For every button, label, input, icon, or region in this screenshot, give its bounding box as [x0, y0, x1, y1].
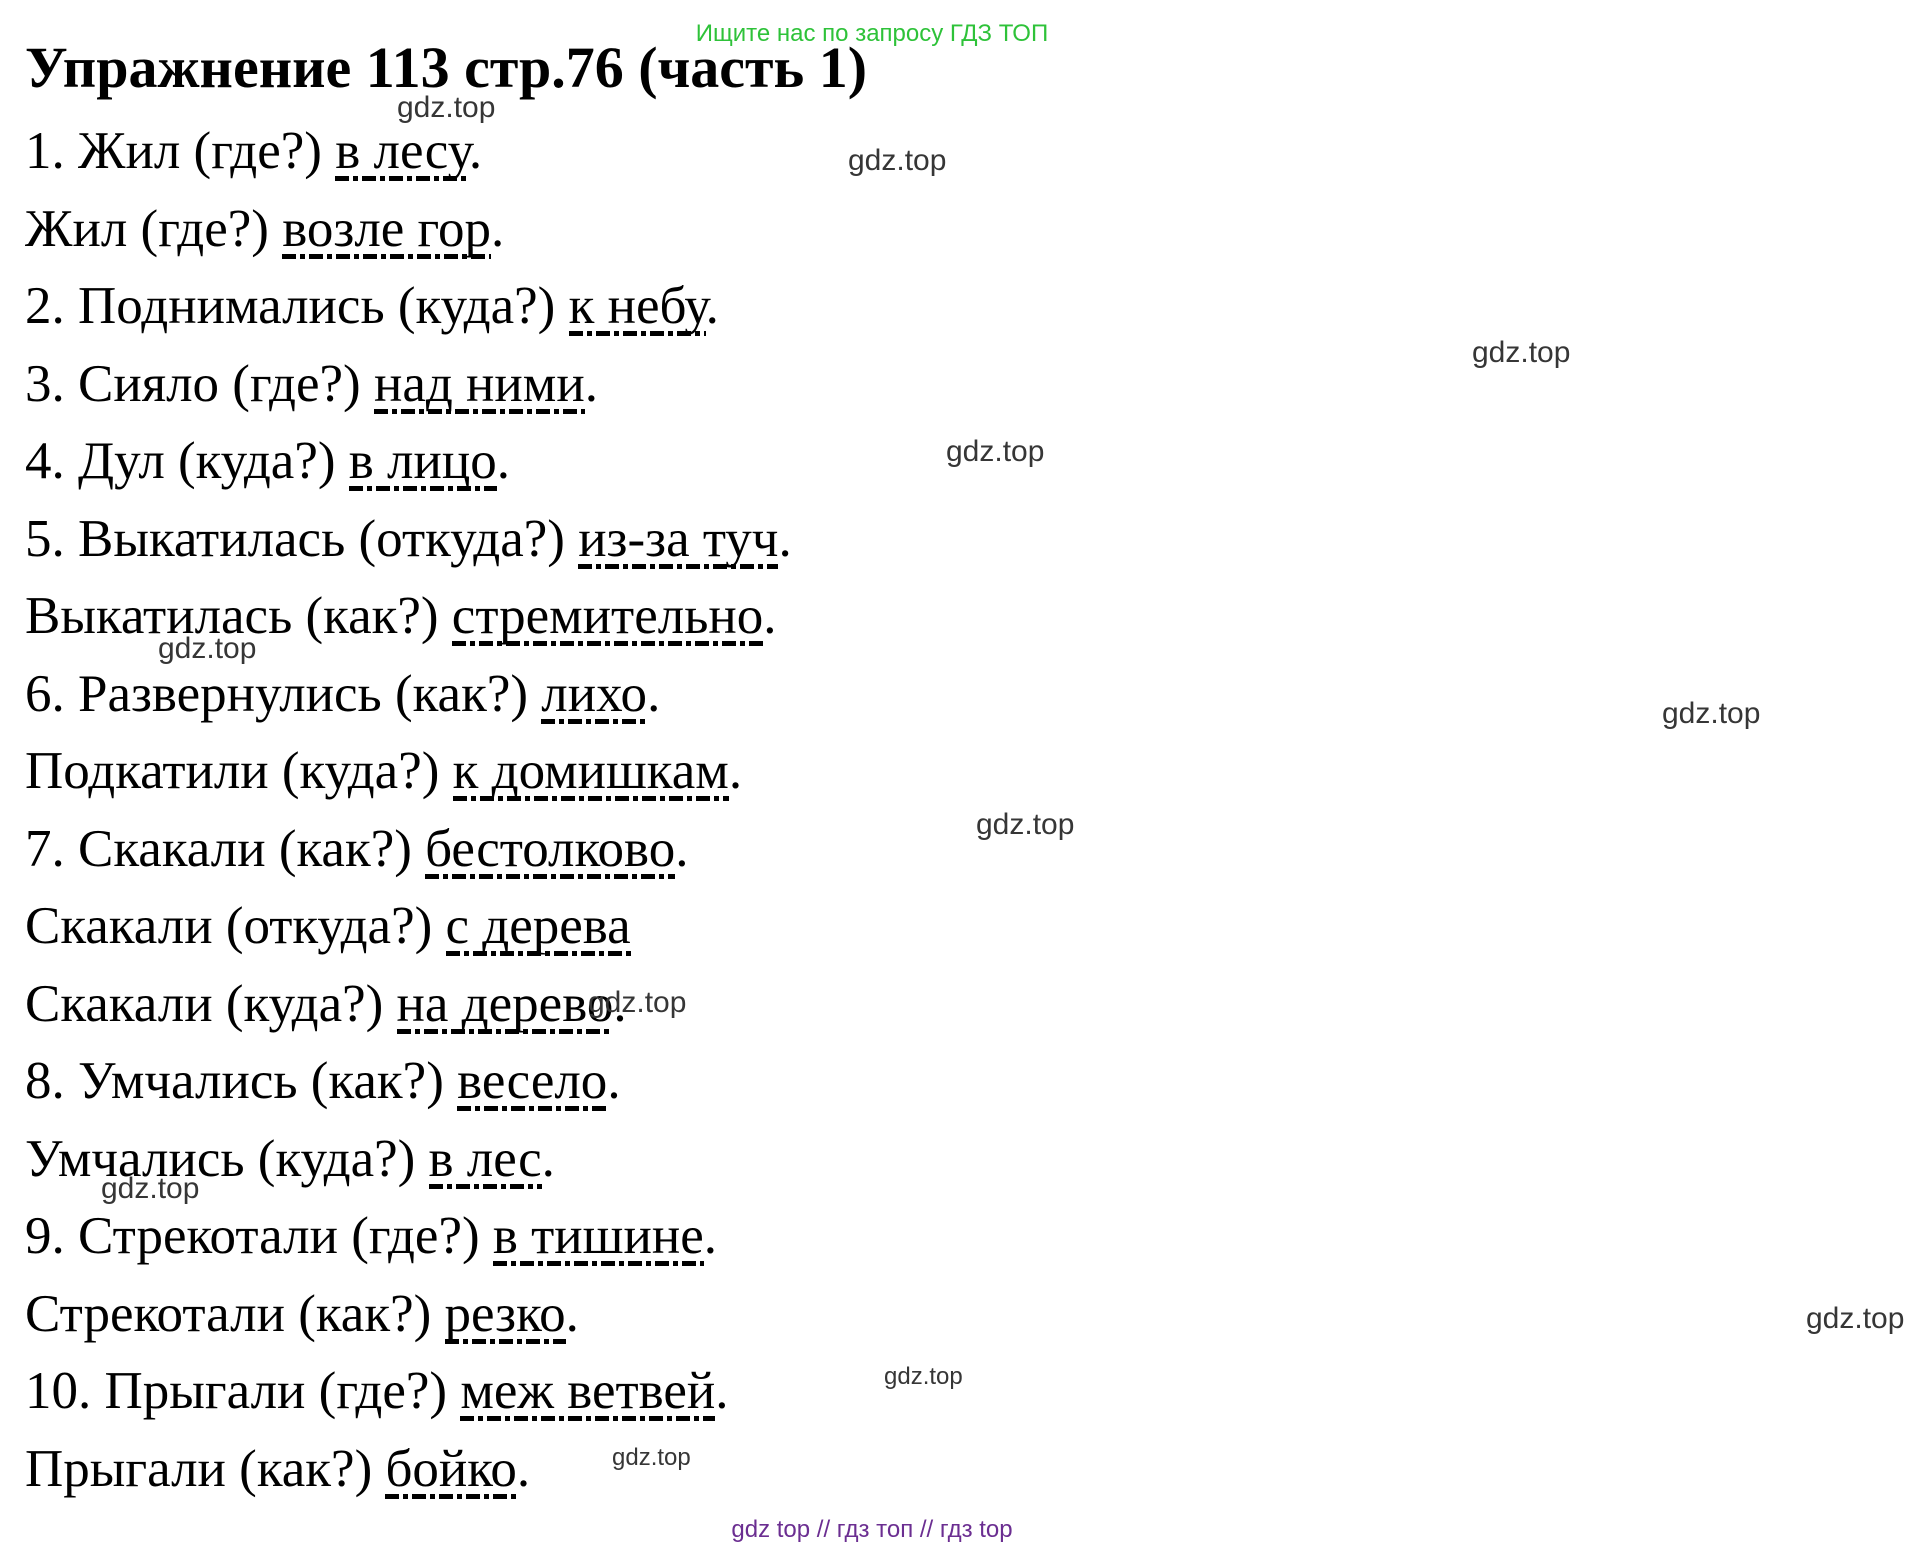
line-text: Прыгали (как?): [25, 1439, 386, 1498]
watermark-text: gdz.top: [158, 632, 257, 665]
line-text: Скакали (откуда?): [25, 897, 446, 955]
promo-banner-text: Ищите нас по запросу ГДЗ ТОП: [695, 20, 1049, 47]
adverbial-phrase-underlined: лихо: [541, 664, 648, 724]
answer-line: Скакали (откуда?) с дерева: [25, 888, 792, 966]
watermark-text: gdz.top: [1472, 336, 1571, 369]
line-punctuation: .: [584, 354, 598, 413]
answer-line: 9. Стрекотали (где?) в тишине.: [25, 1198, 792, 1276]
watermark-text: gdz.top: [101, 1172, 200, 1205]
watermark-text: gdz.top: [1806, 1302, 1905, 1335]
exercise-answer-list: 1. Жил (где?) в лесу. Жил (где?) возле го…: [25, 113, 792, 1508]
answer-line: Умчались (куда?) в лес.: [25, 1121, 792, 1199]
line-text: 7. Скакали (как?): [25, 819, 426, 878]
adverbial-phrase-underlined: в лесу: [335, 122, 469, 181]
adverbial-phrase-underlined: в лицо: [348, 432, 497, 491]
line-text: 6. Развернулись (как?): [25, 664, 542, 723]
exercise-title: Упражнение 113 стр.76 (часть 1): [25, 35, 868, 100]
adverbial-phrase-underlined: весело: [457, 1052, 608, 1111]
line-punctuation: .: [496, 432, 510, 490]
watermark-text: gdz.top: [946, 435, 1045, 468]
line-punctuation: .: [763, 587, 777, 645]
adverbial-phrase-underlined: бойко: [385, 1439, 517, 1499]
answer-line: 10. Прыгали (где?) меж ветвей.: [25, 1353, 792, 1431]
watermark-text: gdz.top: [884, 1363, 963, 1390]
line-text: 2. Поднимались (куда?): [25, 277, 569, 335]
adverbial-phrase-underlined: к домишкам: [452, 742, 729, 801]
answer-line: 3. Сияло (где?) над ними.: [25, 346, 792, 424]
line-punctuation: .: [778, 509, 792, 568]
adverbial-phrase-underlined: возле гор: [282, 199, 491, 259]
adverbial-phrase-underlined: меж ветвей: [460, 1362, 716, 1421]
watermark-text: gdz.top: [976, 808, 1075, 841]
answer-line: Выкатилась (как?) стремительно.: [25, 578, 792, 656]
adverbial-phrase-underlined: в тишине: [492, 1207, 704, 1266]
line-punctuation: .: [565, 1284, 579, 1343]
line-text: 4. Дул (куда?): [25, 432, 349, 490]
line-text: 1. Жил (где?): [25, 122, 336, 180]
answer-line: Подкатили (куда?) к домишкам.: [25, 733, 792, 811]
answer-line: 4. Дул (куда?) в лицо.: [25, 423, 792, 501]
line-punctuation: .: [468, 122, 483, 180]
answer-line: Прыгали (как?) бойко.: [25, 1431, 792, 1509]
adverbial-phrase-underlined: в лес: [428, 1129, 542, 1189]
line-text: Скакали (куда?): [25, 974, 397, 1033]
answer-line: 1. Жил (где?) в лесу.: [25, 113, 792, 191]
line-punctuation: .: [728, 742, 743, 800]
answer-line: 5. Выкатилась (откуда?) из-за туч.: [25, 501, 792, 579]
line-text: Выкатилась (как?): [25, 587, 452, 645]
line-punctuation: .: [516, 1439, 531, 1498]
watermark-text: gdz.top: [397, 91, 496, 124]
line-punctuation: .: [613, 974, 627, 1033]
line-text: Подкатили (куда?): [25, 742, 453, 800]
line-text: 10. Прыгали (где?): [25, 1362, 461, 1420]
answer-line: 8. Умчались (как?) весело.: [25, 1043, 792, 1121]
line-text: 8. Умчались (как?): [25, 1052, 458, 1110]
answer-line: 6. Развернулись (как?) лихо.: [25, 656, 792, 734]
adverbial-phrase-underlined: над ними: [373, 354, 585, 414]
watermark-text: gdz.top: [612, 1444, 691, 1471]
adverbial-phrase-underlined: стремительно: [451, 587, 764, 646]
line-text: 3. Сияло (где?): [25, 354, 374, 413]
line-text: 9. Стрекотали (где?): [25, 1207, 493, 1265]
line-text: Жил (где?): [25, 199, 283, 258]
line-text: Стрекотали (как?): [25, 1284, 445, 1343]
adverbial-phrase-underlined: с дерева: [445, 897, 631, 956]
adverbial-phrase-underlined: резко: [444, 1284, 566, 1344]
answer-line: Стрекотали (как?) резко.: [25, 1276, 792, 1354]
answer-line: Жил (где?) возле гор.: [25, 191, 792, 269]
line-text: Умчались (куда?): [25, 1129, 429, 1188]
watermark-text: gdz.top: [588, 986, 687, 1019]
adverbial-phrase-underlined: из-за туч: [578, 509, 779, 569]
adverbial-phrase-underlined: на дерево: [396, 974, 614, 1034]
answer-line: 7. Скакали (как?) бестолково.: [25, 811, 792, 889]
line-punctuation: .: [647, 664, 661, 723]
adverbial-phrase-underlined: к небу: [568, 277, 706, 336]
answer-line: Скакали (куда?) на дерево.: [25, 966, 792, 1044]
watermark-text: gdz.top: [848, 144, 947, 177]
line-punctuation: .: [675, 819, 689, 878]
line-punctuation: .: [705, 277, 719, 335]
adverbial-phrase-underlined: бестолково: [425, 819, 676, 879]
line-text: 5. Выкатилась (откуда?): [25, 509, 579, 568]
line-punctuation: .: [703, 1207, 717, 1265]
line-punctuation: .: [715, 1362, 729, 1420]
answer-line: 2. Поднимались (куда?) к небу.: [25, 268, 792, 346]
line-punctuation: .: [607, 1052, 621, 1110]
line-punctuation: .: [541, 1129, 555, 1188]
footer-text: gdz top // гдз топ // гдз top: [731, 1516, 1013, 1543]
line-punctuation: .: [490, 199, 505, 258]
watermark-text: gdz.top: [1662, 697, 1761, 730]
